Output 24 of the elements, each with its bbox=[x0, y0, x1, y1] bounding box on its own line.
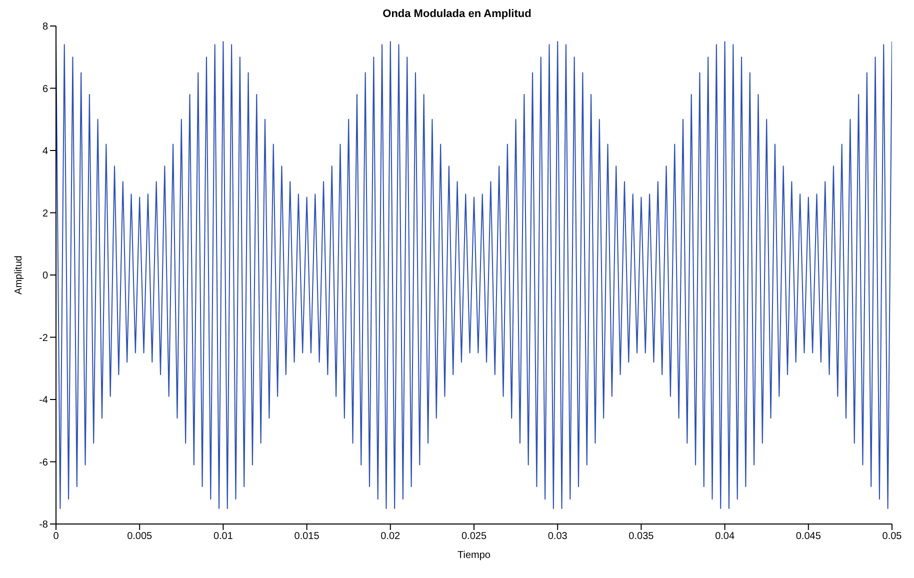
y-tick-label: 2 bbox=[42, 208, 48, 220]
line-series bbox=[56, 41, 892, 509]
y-tick-label: 0 bbox=[42, 270, 48, 282]
x-tick-label: 0.03 bbox=[548, 531, 568, 542]
y-axis-title: Amplitud bbox=[14, 256, 25, 294]
x-tick-label: 0.04 bbox=[715, 531, 735, 542]
x-tick-label: 0.02 bbox=[380, 531, 401, 542]
y-tick-label: 6 bbox=[42, 84, 48, 95]
x-axis-title: Tiempo bbox=[458, 550, 491, 561]
y-tick-label: 4 bbox=[42, 146, 48, 158]
y-tick-label: 8 bbox=[42, 22, 48, 33]
y-tick-label: -4 bbox=[39, 395, 48, 406]
y-tick-label: -8 bbox=[39, 520, 48, 531]
y-tick-label: -2 bbox=[39, 332, 48, 344]
y-tick-label: -6 bbox=[39, 457, 48, 468]
x-tick-label: 0.015 bbox=[294, 531, 320, 542]
x-tick-label: 0.005 bbox=[127, 531, 153, 542]
chart-title: Onda Modulada en Amplitud bbox=[382, 8, 532, 22]
x-tick-label: 0.05 bbox=[882, 531, 902, 542]
x-tick-label: 0.025 bbox=[461, 531, 487, 542]
x-tick-label: 0.01 bbox=[213, 531, 234, 542]
x-tick-label: 0.045 bbox=[796, 531, 822, 542]
x-tick-label: 0.035 bbox=[628, 531, 654, 542]
x-tick-label: 0 bbox=[53, 531, 60, 542]
